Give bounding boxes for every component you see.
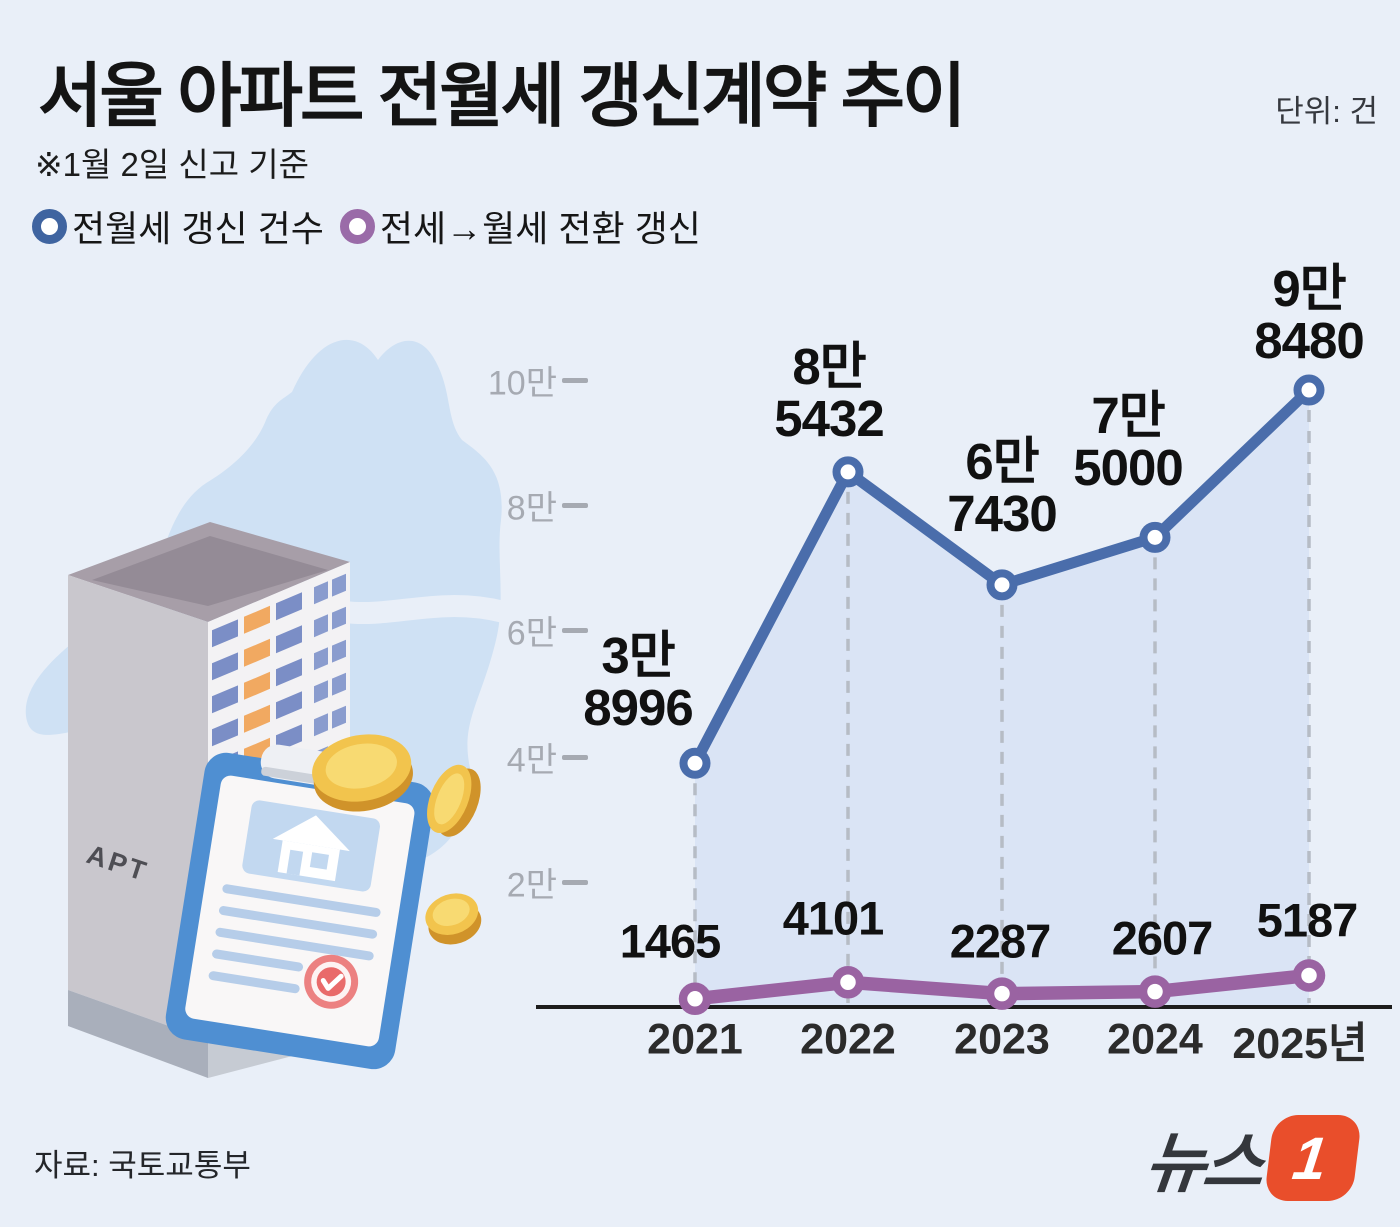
main-series-point xyxy=(1139,521,1171,553)
news1-logo: 뉴스 1 xyxy=(1142,1110,1363,1206)
legend-label: 전세→월세 전환 갱신 xyxy=(379,208,701,249)
legend-marker-purple-icon xyxy=(339,208,375,244)
main-series-point xyxy=(1293,374,1325,406)
legend: 전월세 갱신 건수 전세→월세 전환 갱신 xyxy=(32,200,717,252)
main-series-point xyxy=(679,747,711,779)
legend-marker-blue-icon xyxy=(32,208,67,244)
coin-icon xyxy=(427,764,481,837)
main-series-point xyxy=(986,569,1018,601)
illustration: APT xyxy=(25,339,515,1078)
source-credit: 자료: 국토교통부 xyxy=(34,1148,251,1183)
legend-item-conversions: 전세→월세 전환 갱신 xyxy=(339,200,701,252)
report-basis-note: ※1월 2일 신고 기준 xyxy=(35,146,310,183)
sub-series-point xyxy=(985,977,1019,1010)
sub-series-point xyxy=(678,982,712,1016)
news1-logo-text: 뉴스 xyxy=(1141,1126,1265,1200)
sub-series-point xyxy=(1138,975,1172,1008)
sub-series-point xyxy=(1292,959,1326,992)
checkmark-stamp-icon xyxy=(304,954,359,1009)
clipboard-illustration xyxy=(165,744,434,1070)
house-icon xyxy=(272,815,350,882)
main-series-point xyxy=(832,456,864,488)
sub-series-point xyxy=(831,966,865,999)
news1-logo-badge-icon: 1 xyxy=(1264,1115,1363,1201)
coin-icon xyxy=(425,893,482,945)
page-title: 서울 아파트 전월세 갱신계약 추이 xyxy=(38,57,966,135)
legend-label: 전월세 갱신 건수 xyxy=(72,208,324,249)
unit-label: 단위: 건 xyxy=(1275,94,1378,129)
legend-item-renewals: 전월세 갱신 건수 xyxy=(32,200,324,252)
coin-icon xyxy=(312,734,413,812)
document-lines xyxy=(208,884,381,994)
